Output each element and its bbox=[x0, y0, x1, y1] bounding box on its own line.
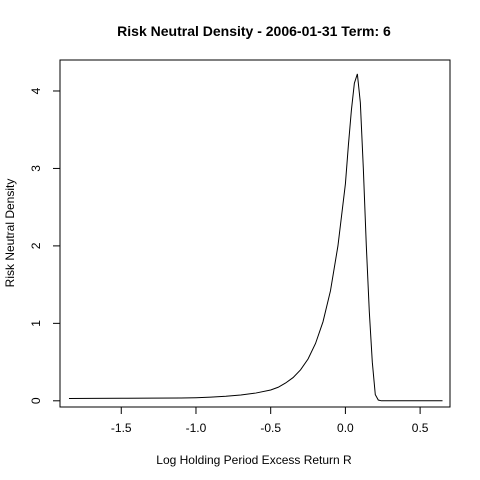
x-axis-label: Log Holding Period Excess Return R bbox=[156, 453, 352, 467]
x-tick-label: 0.0 bbox=[337, 421, 354, 435]
density-curve bbox=[68, 73, 443, 402]
x-axis: -1.5 -1.0 -0.5 0.0 0.5 bbox=[111, 406, 429, 435]
x-tick-label: -1.0 bbox=[186, 421, 207, 435]
y-tick-label: 3 bbox=[29, 165, 43, 172]
y-tick-label: 0 bbox=[29, 397, 43, 404]
y-axis: 0 1 2 3 4 bbox=[29, 87, 61, 404]
x-tick-label: 0.5 bbox=[412, 421, 429, 435]
plot-frame bbox=[59, 59, 451, 408]
y-tick-label: 1 bbox=[29, 320, 43, 327]
x-tick-label: -0.5 bbox=[260, 421, 281, 435]
x-tick-label: -1.5 bbox=[111, 421, 132, 435]
y-tick-label: 4 bbox=[29, 87, 43, 94]
chart-title: Risk Neutral Density - 2006-01-31 Term: … bbox=[117, 23, 391, 39]
y-tick-label: 2 bbox=[29, 242, 43, 249]
y-axis-label: Risk Neutral Density bbox=[3, 179, 17, 288]
